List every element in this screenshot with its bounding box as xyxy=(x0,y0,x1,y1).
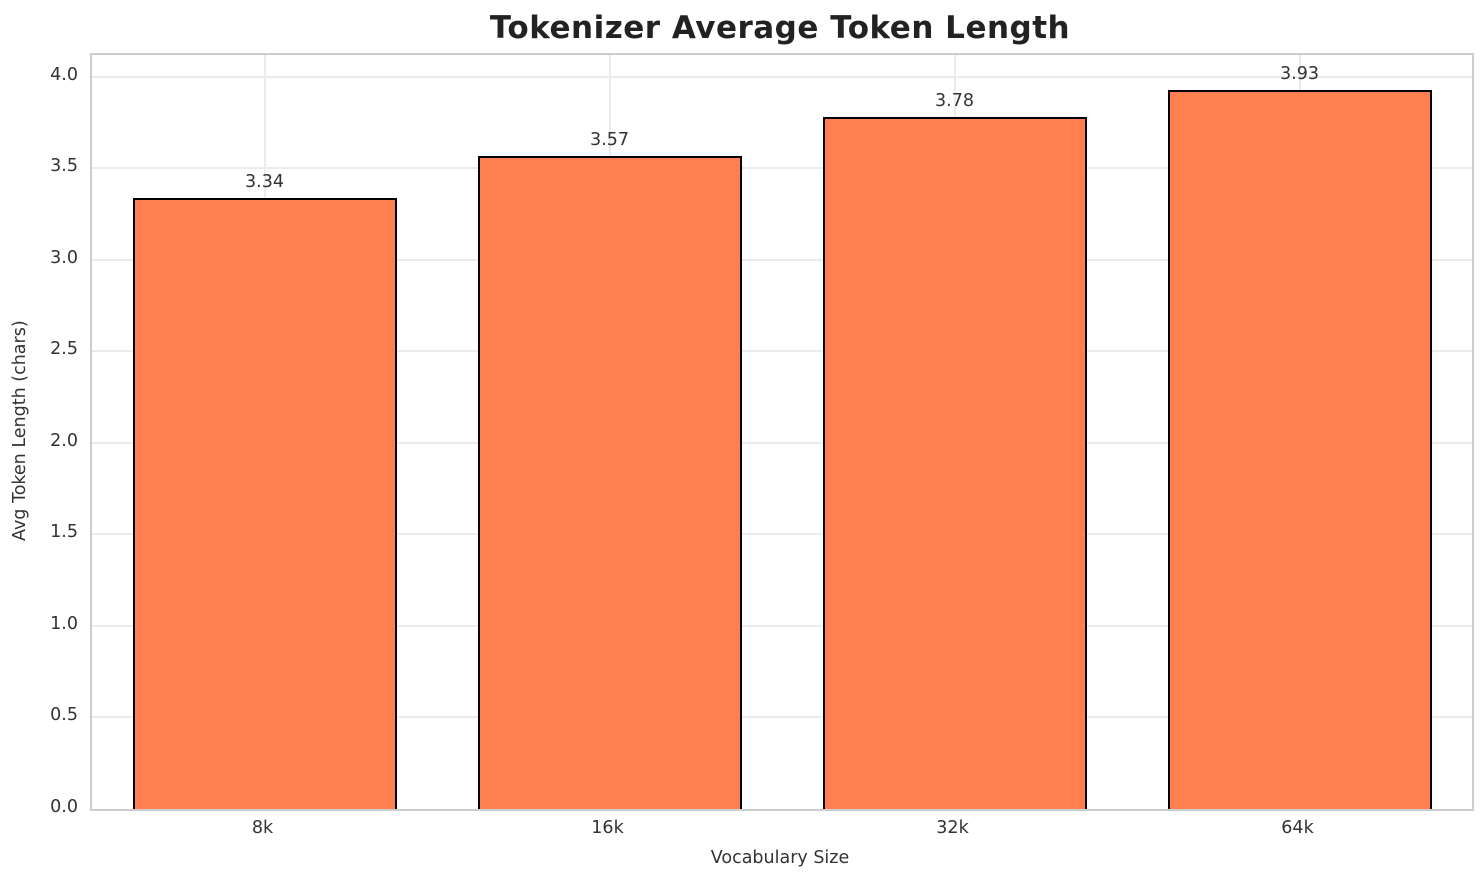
gridline-h xyxy=(92,624,1472,627)
bar xyxy=(1167,89,1432,809)
y-tick-label: 2.5 xyxy=(50,339,78,360)
y-tick-label: 0.5 xyxy=(50,705,78,726)
x-tick-label: 32k xyxy=(936,818,969,838)
bar xyxy=(132,197,397,809)
gridline-h xyxy=(92,167,1472,170)
gridline-h xyxy=(92,533,1472,536)
gridline-h xyxy=(92,258,1472,261)
chart-title: Tokenizer Average Token Length xyxy=(489,10,1071,46)
gridline-h xyxy=(92,75,1472,78)
plot-area: 3.34 3.57 3.78 3.93 xyxy=(90,53,1474,811)
y-tick-label: 2.0 xyxy=(50,430,78,451)
gridline-h xyxy=(92,350,1472,353)
bar xyxy=(822,117,1087,809)
bar-value-label: 3.57 xyxy=(590,129,629,150)
y-axis-label: Avg Token Length (chars) xyxy=(10,320,30,541)
x-tick-label: 8k xyxy=(251,818,274,838)
y-tick-label: 3.5 xyxy=(50,156,78,177)
bar-value-label: 3.78 xyxy=(935,91,974,112)
x-tick-label: 64k xyxy=(1281,818,1314,838)
gridline-h xyxy=(92,716,1472,719)
gridline-h xyxy=(92,441,1472,444)
y-tick-label: 4.0 xyxy=(50,64,78,85)
bar xyxy=(477,155,742,809)
y-tick-label: 1.0 xyxy=(50,613,78,634)
y-tick-label: 3.0 xyxy=(50,247,78,268)
bar-value-label: 3.93 xyxy=(1280,63,1319,84)
y-tick-label: 0.0 xyxy=(50,797,78,817)
x-tick-label: 16k xyxy=(591,818,624,838)
bar-value-label: 3.34 xyxy=(245,171,284,192)
y-tick-label: 1.5 xyxy=(50,522,78,543)
x-axis-label: Vocabulary Size xyxy=(710,848,850,868)
